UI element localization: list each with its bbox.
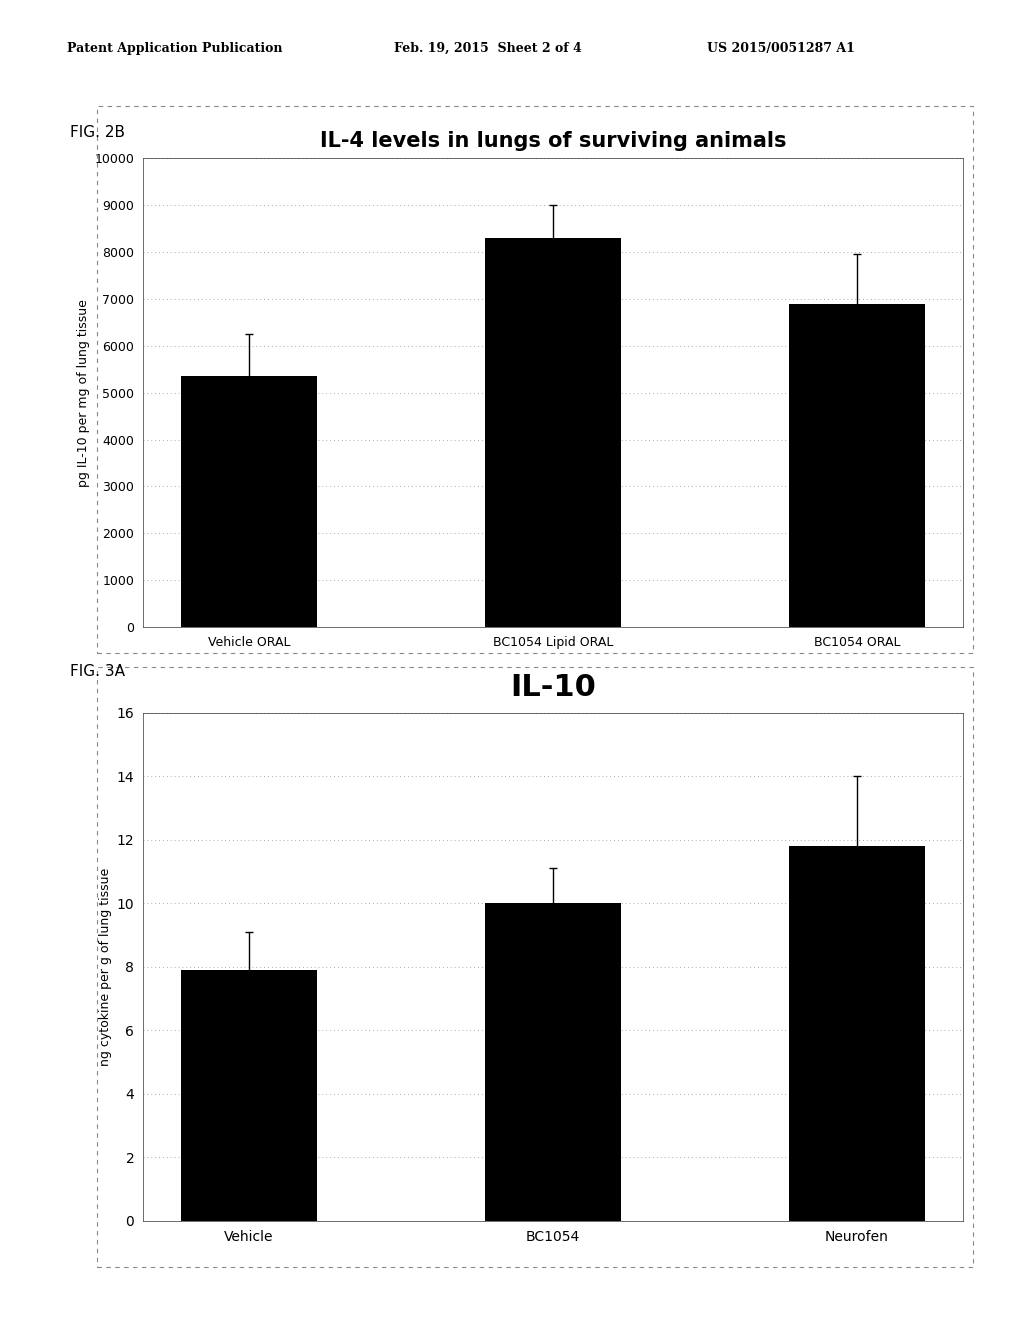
Bar xyxy=(484,238,622,627)
Text: US 2015/0051287 A1: US 2015/0051287 A1 xyxy=(707,42,854,55)
Title: IL-10: IL-10 xyxy=(510,673,596,702)
Bar xyxy=(180,970,317,1221)
Title: IL-4 levels in lungs of surviving animals: IL-4 levels in lungs of surviving animal… xyxy=(319,131,786,152)
Text: FIG. 2B: FIG. 2B xyxy=(70,125,125,140)
Bar xyxy=(788,304,926,627)
Text: Feb. 19, 2015  Sheet 2 of 4: Feb. 19, 2015 Sheet 2 of 4 xyxy=(394,42,582,55)
Y-axis label: pg IL-10 per mg of lung tissue: pg IL-10 per mg of lung tissue xyxy=(77,298,90,487)
Text: Patent Application Publication: Patent Application Publication xyxy=(67,42,282,55)
Bar xyxy=(180,376,317,627)
Y-axis label: ng cytokine per g of lung tissue: ng cytokine per g of lung tissue xyxy=(99,867,113,1067)
Bar xyxy=(484,903,622,1221)
Text: FIG. 3A: FIG. 3A xyxy=(70,664,125,678)
Bar xyxy=(788,846,926,1221)
